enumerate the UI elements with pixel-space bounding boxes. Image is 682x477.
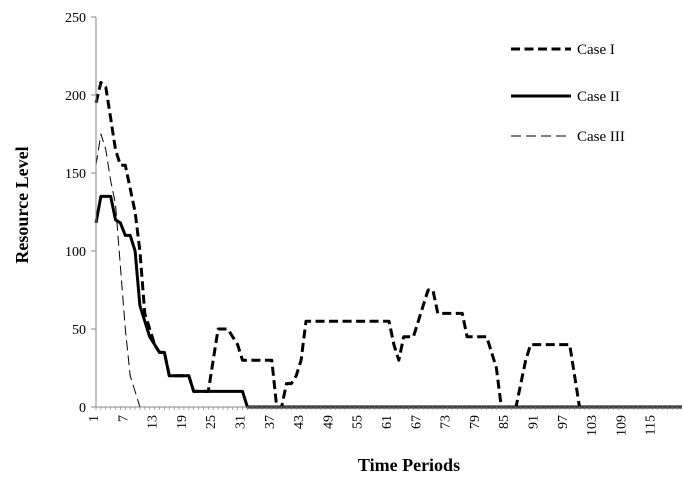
y-tick-label: 250 xyxy=(65,11,86,26)
x-tick-label: 31 xyxy=(234,415,249,429)
x-tick-label: 37 xyxy=(263,415,278,429)
y-tick-label: 100 xyxy=(65,245,86,260)
series-line-2 xyxy=(94,194,682,409)
x-tick-label: 97 xyxy=(556,415,571,429)
y-tick-label: 0 xyxy=(79,401,86,416)
y-tick-label: 200 xyxy=(65,89,86,104)
x-axis-title: Time Periods xyxy=(358,455,460,475)
y-axis-title: Resource Level xyxy=(12,146,32,263)
x-tick-label: 103 xyxy=(585,415,600,436)
tick-labels: 0 50 100 150 200 250 1 7 13 19 25 31 37 43 49 55 61 67 73 7… xyxy=(65,11,659,436)
x-tick-label: 109 xyxy=(614,415,629,436)
axes xyxy=(91,16,682,410)
series-line-3 xyxy=(95,133,682,408)
x-tick-label: 43 xyxy=(292,415,307,429)
legend-label-case-ii: Case II xyxy=(577,89,620,105)
x-tick-label: 19 xyxy=(175,415,190,429)
x-tick-label: 13 xyxy=(146,415,161,429)
x-tick-label: 115 xyxy=(644,415,659,435)
legend: Case I Case II Case III xyxy=(511,42,625,145)
x-tick-label: 61 xyxy=(380,415,395,429)
x-tick-label: 49 xyxy=(321,415,336,429)
x-tick-label: 73 xyxy=(439,415,454,429)
x-tick-label: 85 xyxy=(497,415,512,429)
x-tick-label: 7 xyxy=(116,415,131,422)
legend-label-case-i: Case I xyxy=(577,42,615,58)
legend-label-case-iii: Case III xyxy=(577,129,625,145)
x-tick-label: 55 xyxy=(351,415,366,429)
x-tick-label: 91 xyxy=(527,415,542,429)
x-tick-label: 67 xyxy=(409,415,424,429)
x-tick-label: 79 xyxy=(468,415,483,429)
x-tick-label: 1 xyxy=(87,415,102,422)
y-tick-label: 150 xyxy=(65,167,86,182)
y-tick-label: 50 xyxy=(72,323,86,338)
x-tick-label: 25 xyxy=(204,415,219,429)
